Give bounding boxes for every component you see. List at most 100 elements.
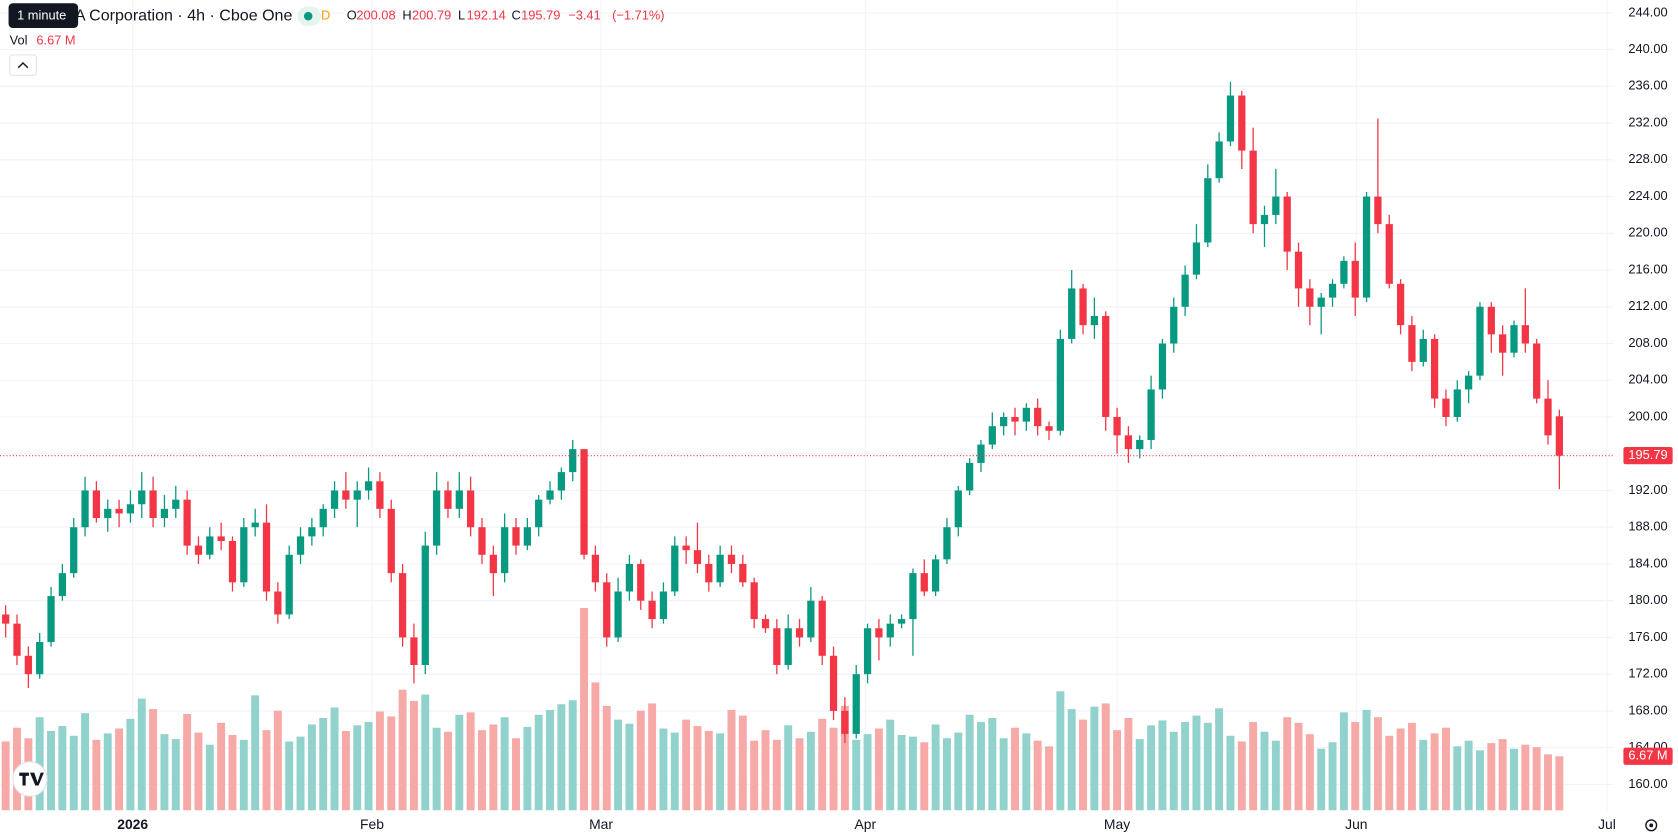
volume-bar (636, 710, 645, 811)
candle-body (512, 527, 520, 546)
volume-bar (273, 710, 282, 811)
candle-body (398, 573, 407, 638)
ohlc-value: 192.14 (467, 8, 506, 23)
candle-body (489, 554, 497, 574)
volume-bar (92, 739, 101, 811)
candle-body (1408, 325, 1416, 362)
volume-bar (1464, 740, 1473, 811)
volume-bar (285, 741, 294, 811)
volume-bar (727, 709, 736, 811)
candle-body (353, 490, 361, 500)
status-dot (303, 11, 313, 21)
x-tick-label: Jul (1598, 816, 1616, 832)
candle-body (637, 563, 645, 601)
settings-button[interactable] (1645, 819, 1658, 832)
x-tick-label: May (1104, 816, 1130, 832)
candle-body (1317, 297, 1325, 307)
volume-bar (296, 736, 305, 811)
y-tick-label: 220.00 (1628, 225, 1667, 240)
volume-bar (387, 716, 396, 811)
candle-body (1544, 398, 1552, 436)
volume-bar (1441, 727, 1450, 811)
candle-body (36, 642, 44, 675)
volume-bar (1090, 706, 1099, 811)
candle-body (773, 628, 781, 665)
volume-bar (69, 735, 78, 811)
candle-body (523, 527, 531, 546)
candle-body (1385, 224, 1393, 284)
volume-bar (1067, 709, 1076, 811)
volume-bar (1510, 748, 1518, 811)
volume-bar (1419, 739, 1428, 811)
volume-bar (1181, 722, 1190, 811)
volume-bar (1294, 722, 1303, 811)
volume-bar (693, 726, 702, 811)
candle-body (875, 628, 883, 638)
ohlc-value: 200.08 (356, 8, 395, 23)
candle-body (807, 600, 815, 638)
candle-body (727, 554, 736, 564)
candle-body (387, 508, 395, 574)
volume-bar (409, 701, 418, 811)
candle-body (478, 527, 486, 555)
candle-body (1238, 95, 1246, 151)
candle-body (1499, 334, 1507, 353)
candle-body (1340, 260, 1348, 284)
volume-bar (1487, 743, 1496, 811)
y-tick-label: 208.00 (1628, 335, 1667, 350)
candle-body (432, 490, 441, 546)
candle-body (1351, 260, 1359, 298)
ohlc-value: 195.79 (521, 8, 560, 23)
candle-body (410, 637, 418, 665)
volume-bar (704, 730, 713, 811)
volume-bar (546, 709, 554, 811)
volume-bar (557, 704, 566, 811)
y-tick-label: 236.00 (1628, 78, 1667, 93)
volume-bar (307, 724, 316, 811)
volume-bar (183, 713, 192, 811)
volume-bar (1385, 735, 1394, 811)
candle-body (1328, 283, 1337, 298)
candle-body (716, 554, 724, 583)
candle-body (1204, 178, 1212, 243)
candle-body (1374, 196, 1382, 225)
candle-body (580, 449, 588, 555)
volume-bar (1396, 728, 1405, 811)
volume-bar (1056, 691, 1065, 811)
volume-bar (954, 732, 963, 811)
candle-body (852, 674, 860, 734)
candle-body (943, 527, 951, 560)
candle-body (194, 545, 203, 555)
volume-bar (1351, 722, 1360, 811)
volume-bar (1079, 719, 1088, 811)
candle-body (1113, 416, 1121, 436)
volume-bar (750, 740, 759, 811)
candle-body (1215, 141, 1223, 179)
candle-body (1136, 439, 1144, 450)
volume-bar (738, 715, 747, 811)
candle-body (761, 619, 770, 629)
candle-body (897, 619, 906, 624)
y-tick-label: 240.00 (1628, 41, 1667, 56)
volume-bar (784, 725, 793, 811)
candle-body (1181, 274, 1189, 307)
volume-bar (103, 733, 112, 811)
collapse-button[interactable] (9, 54, 37, 76)
volume-bar (194, 732, 203, 811)
y-tick-label: 172.00 (1628, 666, 1667, 681)
candle-body (625, 563, 634, 592)
volume-title: Vol (10, 32, 28, 47)
y-tick-label: 224.00 (1628, 188, 1667, 203)
volume-bar (1011, 727, 1019, 811)
candle-body (1419, 338, 1427, 362)
candle-body (70, 527, 78, 574)
ohlc-label: O (347, 8, 357, 23)
volume-bar (920, 742, 929, 811)
volume-bar (1113, 730, 1122, 811)
candle-body (1555, 416, 1563, 456)
volume-bar (897, 734, 906, 811)
volume-bar (1124, 718, 1133, 811)
volume-bar (205, 744, 214, 811)
volume-bar (863, 734, 872, 811)
